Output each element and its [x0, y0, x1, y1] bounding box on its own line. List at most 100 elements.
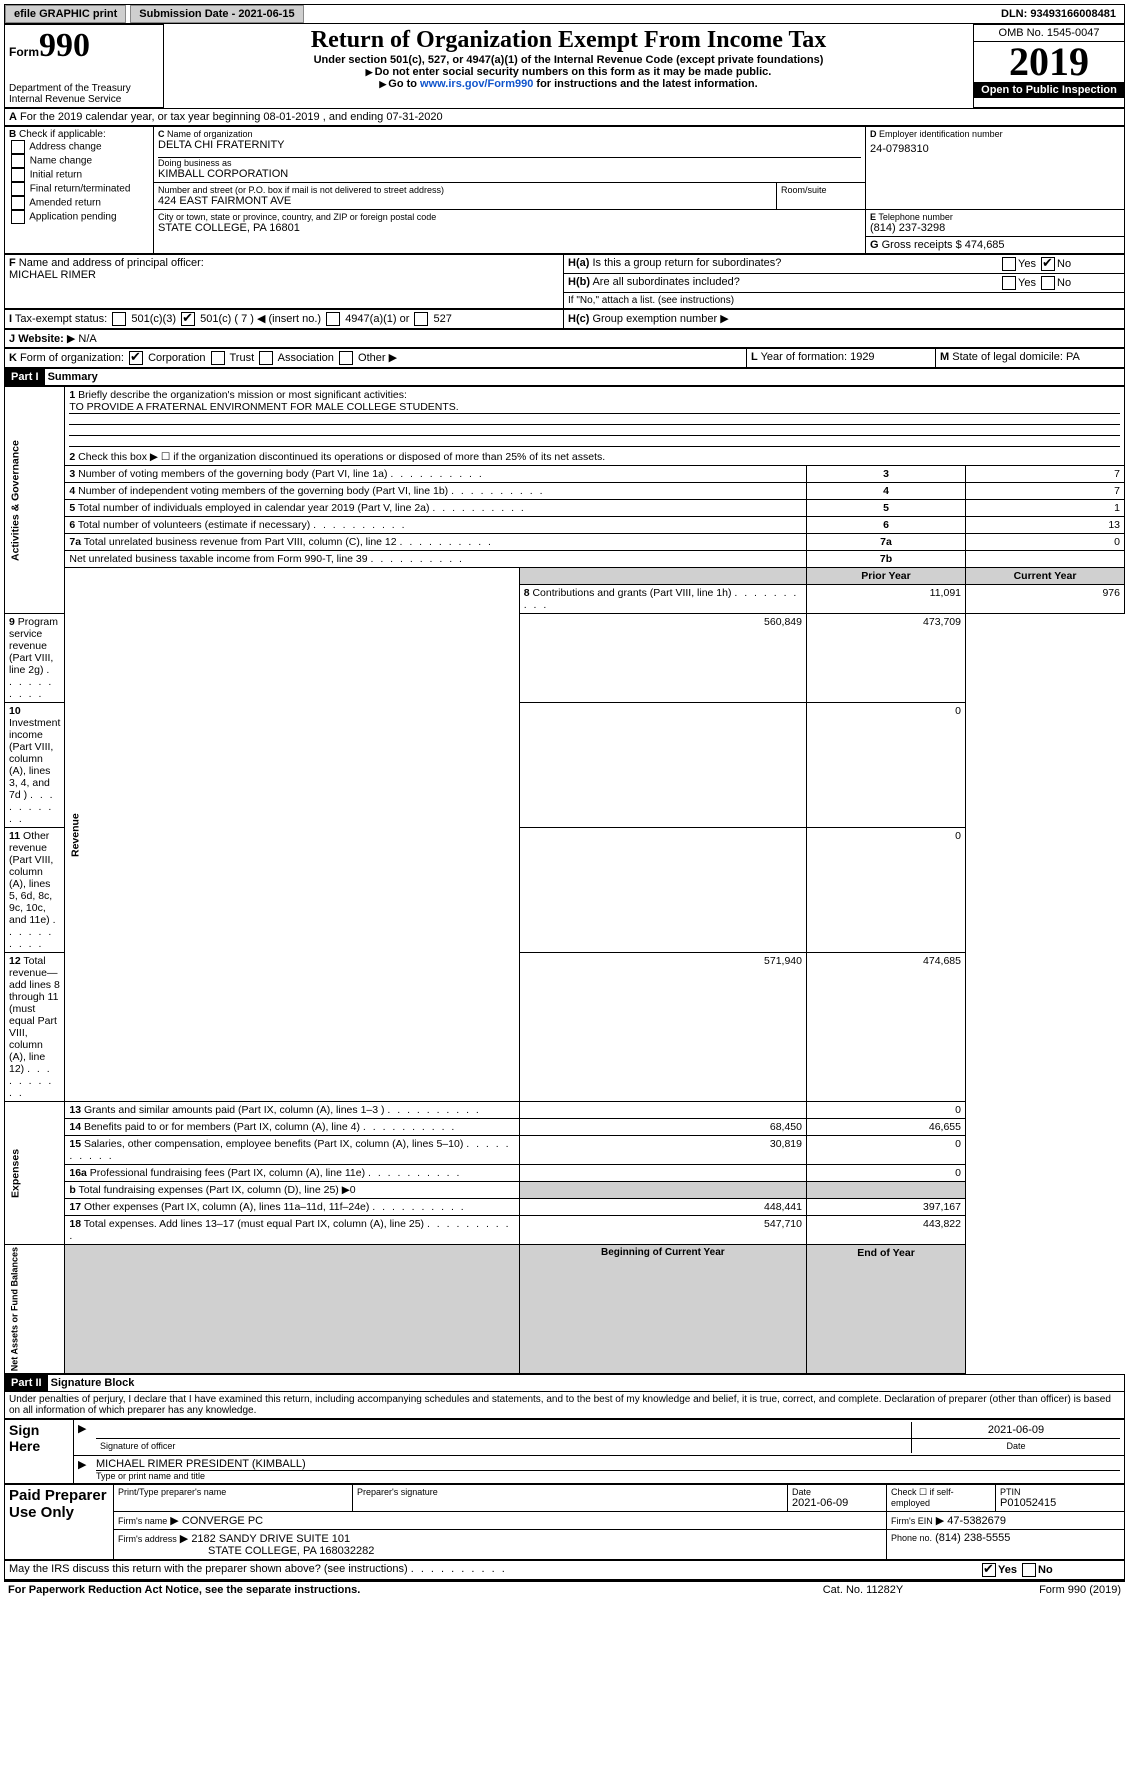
- pra-notice: For Paperwork Reduction Act Notice, see …: [8, 1584, 360, 1596]
- form-footer: Form 990 (2019): [967, 1581, 1125, 1598]
- firm-name-label: Firm's name: [118, 1516, 167, 1526]
- col-prior: Prior Year: [807, 568, 966, 585]
- city-state-zip: STATE COLLEGE, PA 16801: [158, 222, 861, 234]
- telephone: (814) 237-3298: [870, 222, 1120, 234]
- street-address: 424 EAST FAIRMONT AVE: [158, 195, 772, 207]
- prep-date: 2021-06-09: [792, 1497, 848, 1509]
- efile-button[interactable]: efile GRAPHIC print: [5, 5, 126, 23]
- cb-501c[interactable]: [181, 312, 195, 326]
- i-label: Tax-exempt status:: [15, 313, 107, 325]
- cb-hb-no[interactable]: [1041, 276, 1055, 290]
- open-inspection: Open to Public Inspection: [974, 82, 1124, 98]
- form-prefix: Form: [9, 45, 39, 59]
- side-net: Net Assets or Fund Balances: [5, 1245, 65, 1374]
- part1-title: Summary: [48, 371, 98, 383]
- d-label: Employer identification number: [879, 129, 1003, 139]
- j-label: Website:: [18, 333, 64, 345]
- subtitle-2: Do not enter social security numbers on …: [168, 66, 969, 78]
- col-current: Current Year: [966, 568, 1125, 585]
- side-governance: Activities & Governance: [5, 387, 65, 614]
- summary-table: Activities & Governance 1 Briefly descri…: [4, 386, 1125, 1374]
- part1-label: Part I: [5, 369, 45, 385]
- cb-other[interactable]: [339, 351, 353, 365]
- firm-ein-label: Firm's EIN: [891, 1516, 933, 1526]
- irs-link[interactable]: www.irs.gov/Form990: [420, 78, 533, 90]
- form-title: Return of Organization Exempt From Incom…: [168, 27, 969, 54]
- firm-city: STATE COLLEGE, PA 168032282: [208, 1545, 374, 1557]
- sig-officer-label: Signature of officer: [96, 1439, 912, 1454]
- cb-name-change[interactable]: [11, 154, 25, 168]
- ptin-label: PTIN: [1000, 1487, 1120, 1497]
- cb-address-change[interactable]: [11, 140, 25, 154]
- sign-here-label: Sign Here: [5, 1420, 74, 1484]
- cb-527[interactable]: [414, 312, 428, 326]
- cb-hb-yes[interactable]: [1002, 276, 1016, 290]
- e-label: Telephone number: [878, 212, 953, 222]
- cb-initial-return[interactable]: [11, 168, 25, 182]
- col-beginning: Beginning of Current Year: [519, 1245, 806, 1374]
- cb-4947[interactable]: [326, 312, 340, 326]
- cb-final-return[interactable]: [11, 182, 25, 196]
- website-value: N/A: [78, 333, 96, 345]
- ptin-value: P01052415: [1000, 1497, 1056, 1509]
- perjury-text: Under penalties of perjury, I declare th…: [4, 1392, 1125, 1419]
- sign-here-table: Sign Here ▶ 2021-06-09 Signature of offi…: [4, 1419, 1125, 1484]
- mission-text: TO PROVIDE A FRATERNAL ENVIRONMENT FOR M…: [69, 401, 1120, 414]
- cb-trust[interactable]: [211, 351, 225, 365]
- prep-sig-label: Preparer's signature: [357, 1487, 783, 1497]
- hc-label: Group exemption number: [592, 313, 717, 325]
- cb-discuss-no[interactable]: [1022, 1563, 1036, 1577]
- printed-name-label: Type or print name and title: [96, 1471, 1120, 1481]
- cb-assoc[interactable]: [259, 351, 273, 365]
- firm-addr: 2182 SANDY DRIVE SUITE 101: [191, 1533, 350, 1545]
- cb-discuss-yes[interactable]: [982, 1563, 996, 1577]
- cb-amended[interactable]: [11, 196, 25, 210]
- dba-name: KIMBALL CORPORATION: [158, 168, 861, 180]
- self-employed-label: Check ☐ if self-employed: [887, 1485, 996, 1512]
- c-name-label: Name of organization: [167, 129, 253, 139]
- ha-label: Is this a group return for subordinates?: [592, 257, 781, 269]
- subtitle-1: Under section 501(c), 527, or 4947(a)(1)…: [168, 54, 969, 66]
- dept-label: Department of the Treasury Internal Reve…: [9, 83, 159, 105]
- cb-ha-no[interactable]: [1041, 257, 1055, 271]
- city-label: City or town, state or province, country…: [158, 212, 861, 222]
- dba-label: Doing business as: [158, 157, 861, 168]
- m-label: State of legal domicile:: [952, 351, 1063, 363]
- cb-ha-yes[interactable]: [1002, 257, 1016, 271]
- prep-name-label: Print/Type preparer's name: [118, 1487, 348, 1497]
- submission-date: Submission Date - 2021-06-15: [130, 5, 303, 23]
- cb-corp[interactable]: [129, 351, 143, 365]
- room-label: Room/suite: [777, 183, 866, 209]
- phone-value: (814) 238-5555: [935, 1532, 1010, 1544]
- discuss-label: May the IRS discuss this return with the…: [9, 1563, 408, 1575]
- section-a: A For the 2019 calendar year, or tax yea…: [5, 109, 1125, 126]
- b-label: Check if applicable:: [19, 129, 106, 140]
- sign-date: 2021-06-09: [912, 1422, 1121, 1439]
- cb-501c3[interactable]: [112, 312, 126, 326]
- side-revenue: Revenue: [65, 568, 519, 1102]
- entity-block: B Check if applicable: Address change Na…: [4, 126, 1125, 254]
- date-label: Date: [912, 1439, 1121, 1454]
- f-label: Name and address of principal officer:: [19, 257, 204, 269]
- q2-label: Check this box ▶ ☐ if the organization d…: [78, 451, 605, 463]
- ein-value: 24-0798310: [870, 143, 1120, 155]
- cat-no: Cat. No. 11282Y: [759, 1581, 967, 1598]
- officer-name: MICHAEL RIMER: [9, 269, 96, 281]
- k-label: Form of organization:: [20, 352, 124, 364]
- g-label: Gross receipts $: [882, 239, 962, 251]
- dln-label: DLN: 93493166008481: [993, 6, 1124, 22]
- officer-printed-name: MICHAEL RIMER PRESIDENT (KIMBALL): [96, 1458, 1120, 1471]
- phone-label: Phone no.: [891, 1533, 932, 1543]
- prep-date-label: Date: [792, 1487, 882, 1497]
- cb-app-pending[interactable]: [11, 210, 25, 224]
- paid-preparer-table: Paid Preparer Use Only Print/Type prepar…: [4, 1484, 1125, 1560]
- domicile-state: PA: [1066, 351, 1080, 363]
- subtitle-3: Go to www.irs.gov/Form990 for instructio…: [168, 78, 969, 90]
- tax-year: 2019: [974, 42, 1124, 82]
- q1-label: Briefly describe the organization's miss…: [78, 389, 407, 401]
- header-table: Form990 Department of the Treasury Inter…: [4, 24, 1125, 108]
- firm-name: CONVERGE PC: [182, 1515, 263, 1527]
- part2-label: Part II: [5, 1375, 48, 1391]
- firm-ein: 47-5382679: [947, 1515, 1006, 1527]
- hb-label: Are all subordinates included?: [592, 276, 739, 288]
